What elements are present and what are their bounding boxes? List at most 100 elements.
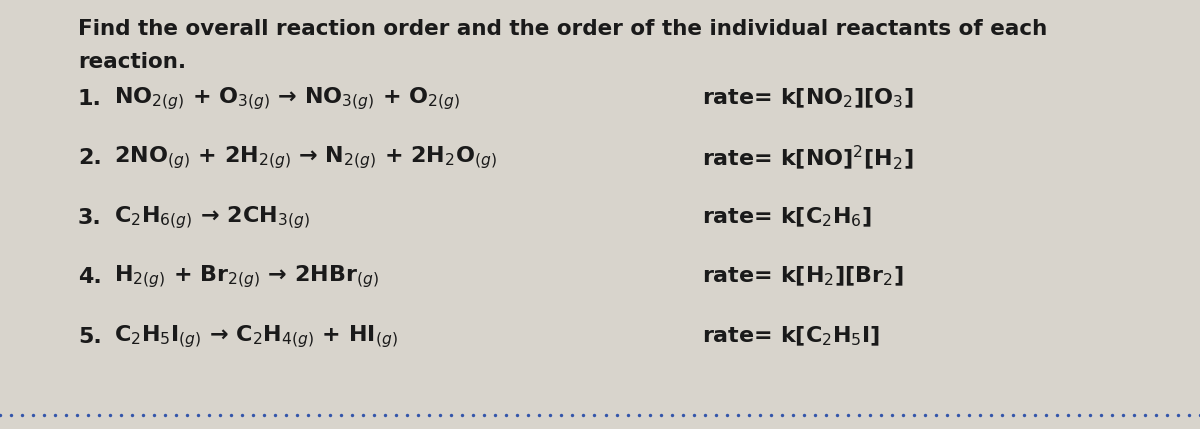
Point bbox=[838, 412, 857, 419]
Point bbox=[684, 412, 703, 419]
Point bbox=[541, 412, 560, 419]
Text: C$_2$H$_{6(g)}$ → 2CH$_{3(g)}$: C$_2$H$_{6(g)}$ → 2CH$_{3(g)}$ bbox=[114, 204, 310, 231]
Point bbox=[343, 412, 362, 419]
Text: 2NO$_{(g)}$ + 2H$_{2(g)}$ → N$_{2(g)}$ + 2H$_2$O$_{(g)}$: 2NO$_{(g)}$ + 2H$_{2(g)}$ → N$_{2(g)}$ +… bbox=[114, 145, 497, 171]
Point bbox=[827, 412, 846, 419]
Point bbox=[982, 412, 1001, 419]
Point bbox=[893, 412, 912, 419]
Point bbox=[971, 412, 990, 419]
Point bbox=[386, 412, 406, 419]
Text: 1.: 1. bbox=[78, 89, 102, 109]
Point bbox=[937, 412, 956, 419]
Point bbox=[320, 412, 340, 419]
Point bbox=[0, 412, 10, 419]
Point bbox=[728, 412, 748, 419]
Point bbox=[365, 412, 384, 419]
Point bbox=[563, 412, 582, 419]
Point bbox=[518, 412, 538, 419]
Point bbox=[1091, 412, 1110, 419]
Point bbox=[1124, 412, 1144, 419]
Point bbox=[144, 412, 163, 419]
Point bbox=[761, 412, 780, 419]
Point bbox=[497, 412, 516, 419]
Point bbox=[299, 412, 318, 419]
Point bbox=[530, 412, 550, 419]
Point bbox=[475, 412, 494, 419]
Point bbox=[739, 412, 758, 419]
Point bbox=[167, 412, 186, 419]
Point bbox=[1169, 412, 1188, 419]
Text: C$_2$H$_5$I$_{(g)}$ → C$_2$H$_{4(g)}$ + HI$_{(g)}$: C$_2$H$_5$I$_{(g)}$ → C$_2$H$_{4(g)}$ + … bbox=[114, 323, 398, 350]
Point bbox=[1014, 412, 1033, 419]
Point bbox=[178, 412, 197, 419]
Text: NO$_{2(g)}$ + O$_{3(g)}$ → NO$_{3(g)}$ + O$_{2(g)}$: NO$_{2(g)}$ + O$_{3(g)}$ → NO$_{3(g)}$ +… bbox=[114, 85, 461, 112]
Text: 2.: 2. bbox=[78, 148, 102, 168]
Point bbox=[618, 412, 637, 419]
Point bbox=[860, 412, 880, 419]
Point bbox=[662, 412, 682, 419]
Point bbox=[584, 412, 604, 419]
Point bbox=[376, 412, 395, 419]
Point bbox=[552, 412, 571, 419]
Point bbox=[420, 412, 439, 419]
Point bbox=[508, 412, 527, 419]
Point bbox=[816, 412, 835, 419]
Point bbox=[222, 412, 241, 419]
Point bbox=[265, 412, 284, 419]
Point bbox=[805, 412, 824, 419]
Point bbox=[706, 412, 725, 419]
Point bbox=[992, 412, 1012, 419]
Point bbox=[1003, 412, 1022, 419]
Point bbox=[650, 412, 670, 419]
Point bbox=[1180, 412, 1199, 419]
Point bbox=[629, 412, 648, 419]
Point bbox=[46, 412, 65, 419]
Point bbox=[101, 412, 120, 419]
Point bbox=[233, 412, 252, 419]
Point bbox=[90, 412, 109, 419]
Point bbox=[882, 412, 901, 419]
Point bbox=[112, 412, 131, 419]
Point bbox=[772, 412, 791, 419]
Point bbox=[486, 412, 505, 419]
Point bbox=[607, 412, 626, 419]
Point bbox=[640, 412, 659, 419]
Point bbox=[1146, 412, 1165, 419]
Point bbox=[596, 412, 616, 419]
Text: 5.: 5. bbox=[78, 327, 102, 347]
Point bbox=[463, 412, 482, 419]
Point bbox=[397, 412, 416, 419]
Point bbox=[1114, 412, 1133, 419]
Point bbox=[1135, 412, 1154, 419]
Text: Find the overall reaction order and the order of the individual reactants of eac: Find the overall reaction order and the … bbox=[78, 19, 1048, 39]
Point bbox=[452, 412, 472, 419]
Point bbox=[1157, 412, 1176, 419]
Point bbox=[24, 412, 43, 419]
Point bbox=[794, 412, 814, 419]
Point bbox=[310, 412, 329, 419]
Point bbox=[959, 412, 978, 419]
Text: 3.: 3. bbox=[78, 208, 102, 227]
Point bbox=[784, 412, 803, 419]
Point bbox=[210, 412, 229, 419]
Point bbox=[188, 412, 208, 419]
Text: H$_{2(g)}$ + Br$_{2(g)}$ → 2HBr$_{(g)}$: H$_{2(g)}$ + Br$_{2(g)}$ → 2HBr$_{(g)}$ bbox=[114, 263, 379, 290]
Point bbox=[926, 412, 946, 419]
Point bbox=[244, 412, 263, 419]
Point bbox=[1037, 412, 1056, 419]
Point bbox=[871, 412, 890, 419]
Point bbox=[67, 412, 86, 419]
Point bbox=[1190, 412, 1200, 419]
Point bbox=[277, 412, 296, 419]
Point bbox=[133, 412, 152, 419]
Point bbox=[1048, 412, 1067, 419]
Point bbox=[718, 412, 737, 419]
Text: rate= k[NO$_2$][O$_3$]: rate= k[NO$_2$][O$_3$] bbox=[702, 87, 913, 110]
Point bbox=[948, 412, 967, 419]
Point bbox=[431, 412, 450, 419]
Text: rate= k[C$_2$H$_5$I]: rate= k[C$_2$H$_5$I] bbox=[702, 325, 880, 348]
Text: rate= k[NO]$^2$[H$_2$]: rate= k[NO]$^2$[H$_2$] bbox=[702, 144, 913, 172]
Point bbox=[695, 412, 714, 419]
Point bbox=[1080, 412, 1099, 419]
Point bbox=[156, 412, 175, 419]
